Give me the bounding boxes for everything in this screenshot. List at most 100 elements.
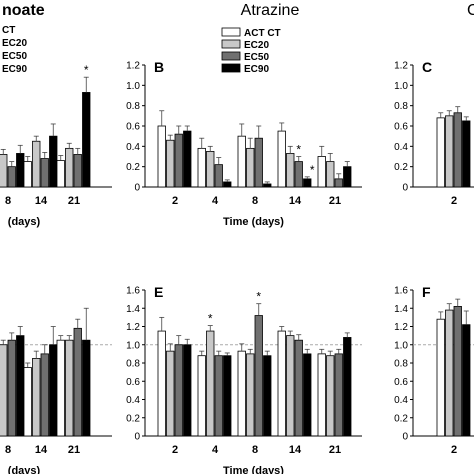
y-tick-label: 0.6	[394, 122, 408, 133]
bar-ec50-8	[254, 137, 263, 188]
y-tick-label: 1.2	[126, 61, 140, 72]
bar-ec90-8	[263, 355, 272, 437]
y-tick-label: 0.4	[126, 142, 140, 153]
bar-ec90-21	[343, 337, 352, 437]
bar-ct-21	[317, 156, 326, 188]
bar-ec90-21	[82, 339, 91, 437]
bar-ec20-2	[445, 115, 454, 188]
bar-ec20-21	[326, 161, 335, 188]
panel-e: 0 0.2 0.4 0.6 0.8 1.0 1.2 1.4 1.6 2 4 8 14 21 * * Time (…	[126, 284, 362, 474]
bar-ec90-14	[49, 135, 58, 188]
x-axis-label: Time (days)	[223, 216, 284, 228]
bar-ec20-8	[246, 147, 255, 188]
bar-ec50-14	[294, 161, 303, 188]
bar-ec50-14	[294, 339, 303, 437]
y-tick-label: 0.6	[126, 377, 140, 388]
bar-ec90-14	[303, 353, 312, 437]
x-tick-label: 14	[35, 195, 48, 207]
bar-ec90-2	[183, 130, 192, 188]
y-tick-label: 1.2	[126, 322, 140, 333]
bar-ec90-4	[223, 181, 232, 188]
y-tick-label: 0.8	[126, 359, 140, 370]
y-tick-label: 0.4	[126, 395, 140, 406]
bar-ec50-21	[73, 327, 82, 437]
significance-star: *	[208, 312, 213, 326]
panel-c: 0 0.2 0.4 0.6 0.8 1.0 1.2 2 C	[394, 59, 474, 207]
chart-panels: 8 14 21 * (days) 0 0.2 0.4 0.6 0.8 1.0 1.2 2 4 8 14 21 * *…	[0, 59, 474, 474]
panel-letter-b: B	[154, 59, 164, 75]
bar-ec20-2	[166, 350, 175, 437]
bar-ec20-21	[326, 355, 335, 437]
bar-ec20-8	[0, 344, 8, 437]
bar-ct-8	[237, 350, 246, 437]
bar-ec50-4	[214, 164, 223, 188]
bar-ec90-2	[462, 324, 471, 437]
bar-ec90-21	[82, 92, 91, 188]
legend-swatch-ec50	[221, 51, 241, 61]
bar-ec50-2	[174, 344, 183, 437]
bar-ec20-8	[246, 353, 255, 437]
y-tick-label: 0	[134, 432, 140, 443]
x-tick-label: 14	[35, 444, 48, 456]
panel-a: 8 14 21 * (days)	[0, 63, 112, 228]
x-tick-label: 2	[451, 444, 457, 456]
bar-ct-21	[56, 339, 65, 437]
panel-f: 0 0.2 0.4 0.6 0.8 1.0 1.2 1.4 1.6 2 F	[394, 284, 474, 456]
bar-ec90-8	[263, 183, 272, 188]
significance-star: *	[296, 143, 301, 157]
bar-ec20-2	[166, 139, 175, 188]
bar-ec90-14	[303, 178, 312, 188]
bar-ec50-2	[174, 133, 183, 188]
panel-letter-e: E	[154, 284, 163, 300]
significance-star: *	[84, 63, 89, 77]
x-tick-label: 21	[329, 444, 341, 456]
bar-ec20-14	[286, 153, 295, 188]
y-tick-label: 0.2	[126, 162, 140, 173]
bar-ec20-4	[206, 151, 215, 188]
bar-ec90-14	[49, 344, 58, 437]
bar-ec50-21	[334, 353, 343, 437]
x-tick-label: 21	[68, 444, 80, 456]
legend-left-item: CT	[2, 25, 15, 36]
bar-ec20-21	[65, 147, 74, 188]
bar-ec50-21	[73, 154, 82, 188]
x-tick-label: 4	[212, 195, 219, 207]
y-tick-label: 1.4	[394, 304, 408, 315]
bar-ec50-14	[40, 353, 49, 437]
bar-ct-14	[277, 130, 286, 188]
panel-d: 8 14 21 (days)	[0, 307, 112, 474]
y-tick-label: 1.2	[394, 322, 408, 333]
x-tick-label: 14	[289, 444, 302, 456]
bar-ec90-8	[16, 335, 25, 437]
bar-ec90-8	[16, 153, 25, 188]
bar-ec50-2	[453, 306, 462, 437]
y-tick-label: 0.2	[394, 413, 408, 424]
y-tick-label: 0.8	[394, 359, 408, 370]
x-axis-label: (days)	[8, 465, 41, 474]
legend-swatch-ec20	[221, 39, 241, 49]
center-panel-title: Atrazine	[241, 2, 300, 19]
bar-ec50-8	[254, 315, 263, 437]
y-tick-label: 0	[402, 432, 408, 443]
x-tick-label: 2	[172, 195, 178, 207]
x-tick-label: 8	[252, 444, 258, 456]
legend-center-item: EC90	[244, 64, 269, 75]
bar-ct-14	[23, 161, 32, 188]
y-tick-label: 1.6	[394, 286, 408, 297]
x-tick-label: 21	[329, 195, 341, 207]
y-tick-label: 1.0	[394, 81, 408, 92]
bar-ct-14	[277, 330, 286, 437]
bar-ec90-4	[223, 355, 232, 437]
bar-ec20-14	[32, 140, 41, 188]
bar-ec50-8	[7, 166, 16, 188]
y-tick-label: 0.4	[394, 395, 408, 406]
bar-ct-4	[197, 355, 206, 437]
legend-swatch-ct	[221, 27, 241, 37]
significance-star: *	[310, 163, 315, 177]
x-tick-label: 4	[212, 444, 219, 456]
left-panel-title: noate	[2, 2, 45, 19]
y-tick-label: 1.0	[394, 340, 408, 351]
y-tick-label: 0.8	[394, 101, 408, 112]
